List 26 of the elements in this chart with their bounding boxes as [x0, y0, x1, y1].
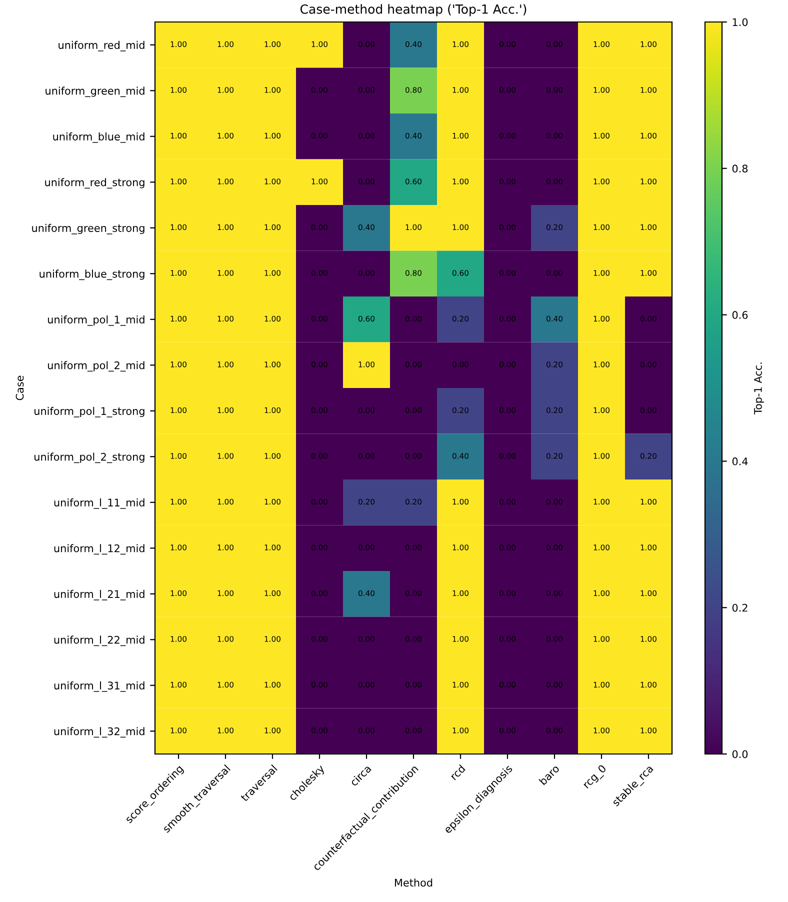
y-tick-label: uniform_pol_1_strong: [34, 406, 144, 418]
y-tick-label: uniform_pol_1_mid: [48, 315, 144, 326]
y-axis-title: Case: [16, 376, 24, 400]
color-bar-label: 1.0: [732, 18, 748, 26]
y-tick-label: uniform_green_strong: [32, 224, 144, 234]
y-tick-label: uniform_l_31_mid: [54, 681, 144, 692]
y-tick-label: uniform_red_strong: [45, 178, 144, 189]
x-axis-title: Method: [394, 878, 432, 887]
color-bar-label: 0.2: [732, 604, 748, 612]
color-bar-label: 0.0: [732, 750, 748, 758]
y-tick-label: uniform_l_22_mid: [54, 636, 144, 646]
y-tick-label: uniform_l_12_mid: [54, 544, 144, 555]
y-tick-label: uniform_green_mid: [46, 86, 144, 98]
color-bar-label: 0.6: [732, 311, 748, 319]
y-tick-label: uniform_l_32_mid: [54, 727, 144, 738]
y-tick-label: uniform_pol_2_mid: [48, 361, 144, 372]
y-tick-label: uniform_pol_2_strong: [34, 452, 144, 464]
y-tick-label: uniform_blue_strong: [40, 270, 144, 280]
y-tick-label: uniform_l_21_mid: [54, 590, 144, 600]
chart-title: Case-method heatmap ('Top-1 Acc.'): [300, 4, 526, 16]
y-tick-label: uniform_red_mid: [58, 40, 144, 52]
color-bar-label: 0.4: [732, 457, 748, 466]
color-bar-title: Top-1 Acc.: [754, 362, 764, 415]
y-tick-label: uniform_blue_mid: [53, 132, 144, 143]
color-bar-label: 0.8: [732, 164, 748, 173]
y-tick-label: uniform_l_11_mid: [54, 498, 144, 509]
